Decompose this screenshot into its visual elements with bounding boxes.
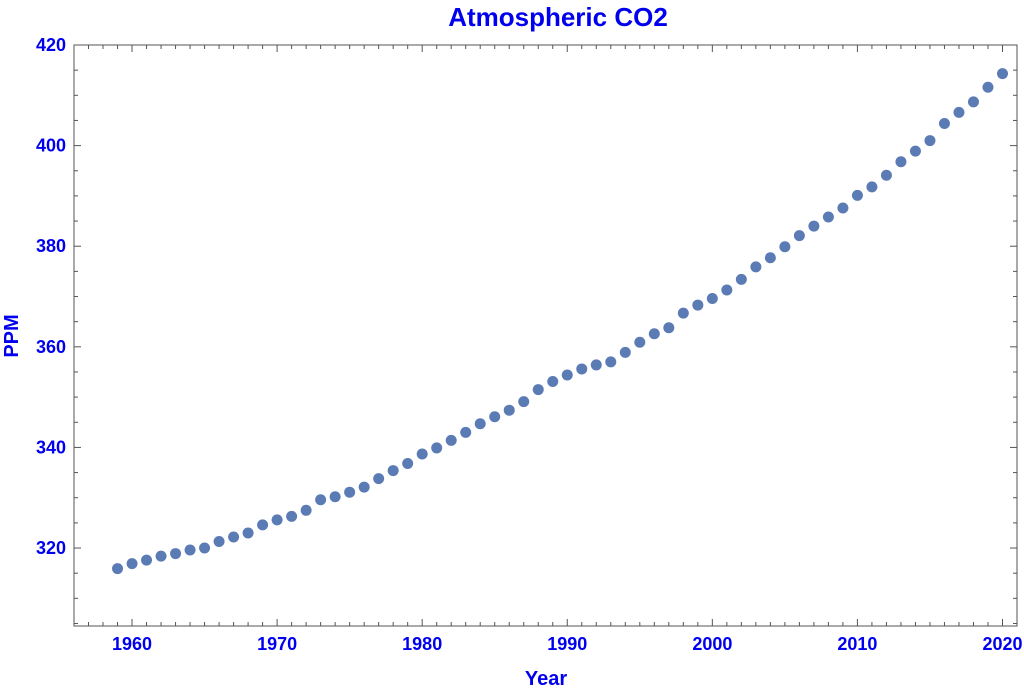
data-point [808, 220, 820, 232]
data-point [141, 554, 153, 566]
data-point [271, 514, 283, 526]
data-point [344, 486, 356, 498]
data-point [242, 527, 254, 539]
data-point [445, 434, 457, 446]
data-point [779, 241, 791, 253]
data-point [735, 273, 747, 285]
data-point [576, 363, 588, 375]
data-point [924, 135, 936, 147]
data-point [358, 481, 370, 493]
data-point [590, 359, 602, 371]
chart-title: Atmospheric CO2 [448, 2, 668, 32]
data-point [982, 81, 994, 93]
y-tick-label: 380 [36, 236, 66, 256]
data-point [547, 376, 559, 388]
data-point [706, 293, 718, 305]
y-tick-label: 360 [36, 337, 66, 357]
data-point [793, 230, 805, 242]
data-point [837, 202, 849, 214]
data-point [692, 299, 704, 311]
plot-frame [73, 44, 1018, 627]
data-point [634, 336, 646, 348]
data-point [561, 369, 573, 381]
data-point [474, 418, 486, 430]
x-tick-label: 1960 [112, 634, 152, 654]
data-point [416, 448, 428, 460]
data-point [953, 106, 965, 118]
data-point [938, 117, 950, 129]
data-point [750, 261, 762, 273]
y-axis: 320 340 360 380 400 420 [36, 35, 1017, 624]
x-tick-label: 1980 [402, 634, 442, 654]
y-axis-label: PPM [1, 314, 23, 357]
data-point [518, 396, 530, 408]
data-point [184, 544, 196, 556]
data-point [822, 211, 834, 223]
data-point [489, 411, 501, 423]
data-point [373, 473, 385, 485]
y-tick-label: 320 [36, 538, 66, 558]
data-point [909, 145, 921, 157]
data-point [967, 96, 979, 108]
data-point [895, 156, 907, 168]
data-point [315, 494, 327, 506]
data-point [764, 252, 776, 264]
data-point [170, 548, 182, 560]
y-tick-label: 340 [36, 437, 66, 457]
x-axis-label: Year [525, 668, 567, 690]
y-tick-label: 420 [36, 35, 66, 55]
data-point [257, 519, 269, 531]
data-point [112, 563, 124, 575]
data-point [387, 465, 399, 477]
data-point [663, 322, 675, 334]
data-point [880, 169, 892, 181]
data-point [532, 384, 544, 396]
data-point [677, 307, 689, 319]
data-points [112, 68, 1008, 575]
x-tick-label: 2000 [692, 634, 732, 654]
x-tick-label: 2020 [982, 634, 1022, 654]
y-tick-label: 400 [36, 136, 66, 156]
data-point [605, 356, 617, 368]
data-point [329, 491, 341, 503]
data-point [213, 535, 225, 547]
data-point [503, 404, 515, 416]
data-point [402, 458, 414, 470]
x-axis: 1960 1970 1980 1990 2000 2010 2020 [88, 45, 1023, 654]
x-tick-label: 1990 [547, 634, 587, 654]
data-point [851, 189, 863, 201]
data-point [996, 68, 1008, 80]
data-point [721, 284, 733, 296]
data-point [286, 510, 298, 522]
data-point [866, 181, 878, 193]
data-point [228, 531, 240, 543]
data-point [155, 550, 167, 562]
data-point [199, 542, 211, 554]
x-tick-label: 2010 [837, 634, 877, 654]
data-point [300, 504, 312, 516]
data-point [460, 426, 472, 438]
data-point [619, 346, 631, 358]
data-point [648, 328, 660, 340]
data-point [431, 442, 443, 454]
x-tick-label: 1970 [257, 634, 297, 654]
data-point [126, 558, 138, 570]
